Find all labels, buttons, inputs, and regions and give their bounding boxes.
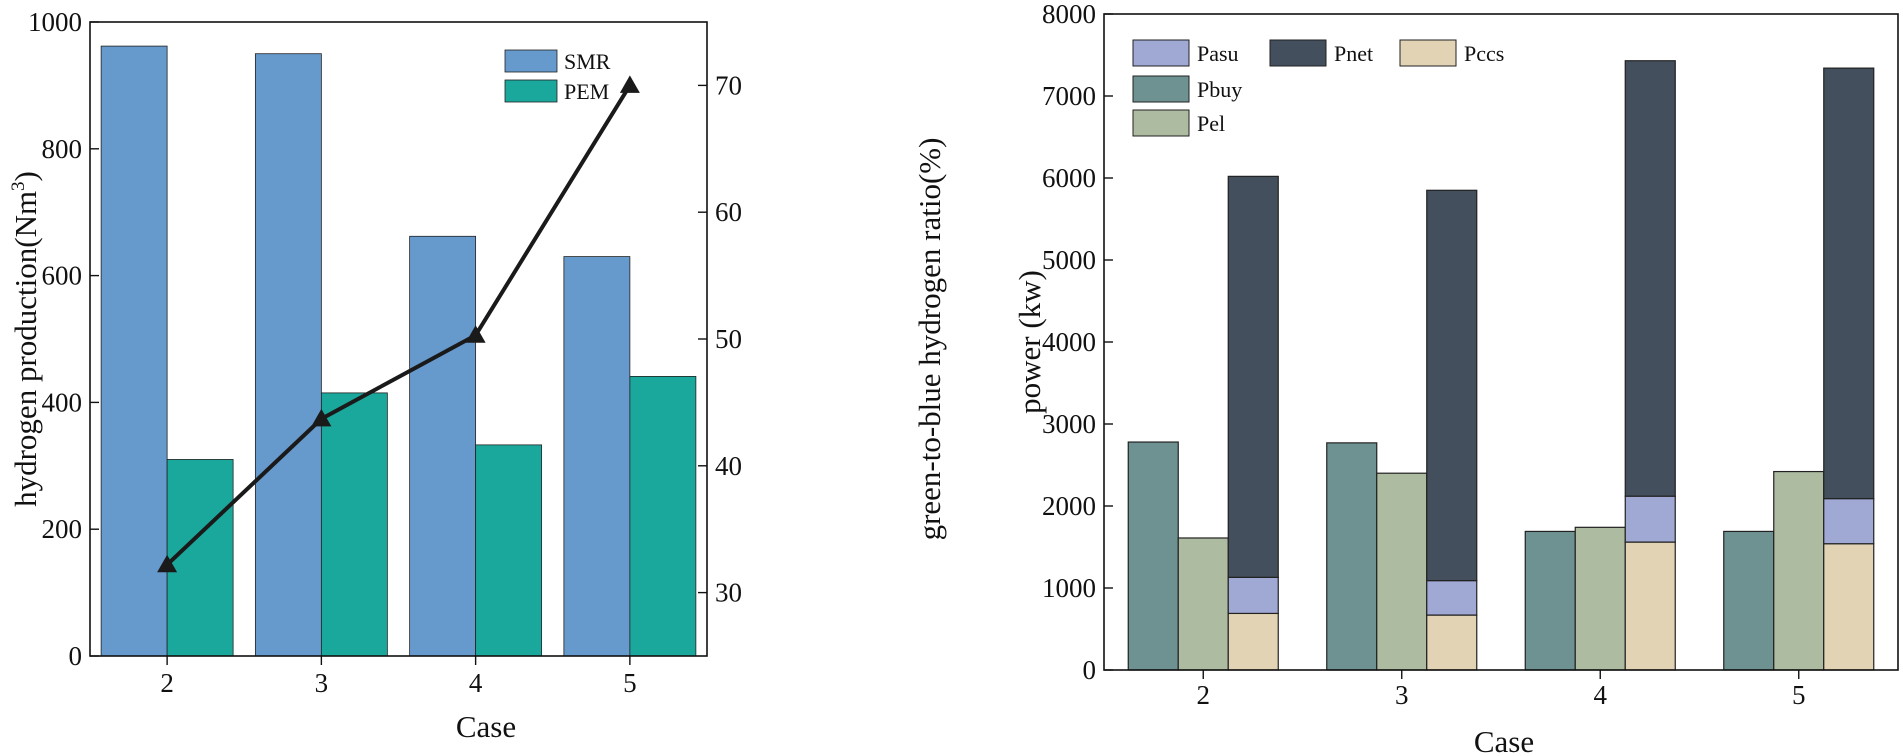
legend-swatch-pel: [1132, 109, 1190, 137]
bar-pasu-case-2: [1227, 576, 1279, 615]
chart2-legend: Pasu Pnet Pccs Pbuy Pel: [1132, 39, 1504, 137]
bar-pasu-case-5: [1823, 498, 1875, 545]
legend-label-pbuy: Pbuy: [1197, 77, 1242, 102]
power-tick-label-1000: 1000: [1042, 573, 1096, 603]
left-tick-label-1000: 1000: [28, 7, 82, 37]
bar-pccs-case-2: [1227, 612, 1279, 671]
x-tick-label-case-3: 3: [315, 668, 329, 698]
power-x-tick-label-case-3: 3: [1395, 680, 1409, 710]
power-x-tick-label-case-2: 2: [1197, 680, 1211, 710]
right-tick-label-70: 70: [715, 70, 742, 100]
legend-swatch-pnet: [1269, 39, 1327, 67]
power-tick-label-2000: 2000: [1042, 491, 1096, 521]
chart1-x-axis-label: Case: [456, 709, 516, 744]
chart1-y-axis-label-end: ): [8, 171, 43, 181]
x-tick-label-case-2: 2: [160, 668, 174, 698]
bar-smr-case-5: [563, 256, 631, 657]
power-tick-label-3000: 3000: [1042, 409, 1096, 439]
chart1-bars: [100, 45, 697, 657]
chart1-x-axis: 2 3 4 5: [160, 656, 637, 698]
right-tick-label-60: 60: [715, 197, 742, 227]
legend-swatch-pasu: [1132, 39, 1190, 67]
left-tick-label-600: 600: [42, 261, 83, 291]
bar-pasu-case-4: [1624, 495, 1676, 543]
bar-pem-case-5: [629, 376, 697, 657]
bar-pem-case-2: [166, 459, 234, 657]
bar-pccs-case-5: [1823, 543, 1875, 671]
legend-label-pnet: Pnet: [1334, 41, 1373, 66]
power-x-tick-label-case-4: 4: [1594, 680, 1608, 710]
chart-hydrogen-production: 0 200 400 600 800 1000 30 40 50 60 70 2 3 4 5 Case h…: [8, 7, 947, 744]
power-x-tick-label-case-5: 5: [1792, 680, 1806, 710]
bar-pel-case-5: [1773, 470, 1825, 671]
legend-label-pem: PEM: [564, 79, 609, 104]
x-tick-label-case-5: 5: [623, 668, 637, 698]
chart1-y2-axis-label: green-to-blue hydrogen ratio(%): [912, 138, 947, 541]
bar-pem-case-4: [475, 444, 543, 657]
power-tick-label-0: 0: [1083, 655, 1097, 685]
chart1-y-axis-label-main: hydrogen production(Nm: [8, 191, 43, 507]
bar-pbuy-case-2: [1127, 441, 1179, 671]
ratio-marker-case-3: [311, 408, 332, 427]
left-tick-label-400: 400: [42, 387, 83, 417]
power-tick-label-7000: 7000: [1042, 81, 1096, 111]
power-tick-label-6000: 6000: [1042, 163, 1096, 193]
left-tick-label-800: 800: [42, 134, 83, 164]
right-tick-label-50: 50: [715, 324, 742, 354]
bar-pbuy-case-3: [1326, 442, 1378, 671]
bar-pel-case-4: [1574, 526, 1626, 671]
bar-pel-case-2: [1177, 537, 1229, 671]
chart2-y-axis: 0 1000 2000 3000 4000 5000 6000 7000 8000: [1042, 0, 1113, 685]
legend-label-pccs: Pccs: [1464, 41, 1504, 66]
right-tick-label-40: 40: [715, 451, 742, 481]
chart1-right-axis: 30 40 50 60 70: [698, 70, 742, 608]
bar-smr-case-3: [254, 53, 322, 657]
left-tick-label-200: 200: [42, 514, 83, 544]
bar-pel-case-3: [1376, 472, 1428, 671]
chart2-x-axis-label: Case: [1474, 724, 1534, 756]
chart1-legend: SMR PEM: [504, 49, 611, 104]
bar-pasu-case-3: [1426, 580, 1478, 616]
legend-label-pasu: Pasu: [1197, 41, 1239, 66]
power-tick-label-5000: 5000: [1042, 245, 1096, 275]
legend-label-pel: Pel: [1197, 111, 1225, 136]
chart2-bars: [1127, 60, 1875, 671]
ratio-marker-case-2: [157, 554, 178, 573]
chart1-ratio-line-group: [157, 75, 640, 573]
power-tick-label-8000: 8000: [1042, 0, 1096, 29]
legend-label-smr: SMR: [564, 49, 611, 74]
chart2-x-axis: 2 3 4 5: [1197, 670, 1806, 710]
ratio-marker-case-5: [619, 75, 640, 93]
bar-pnet-case-3: [1426, 189, 1478, 582]
legend-swatch-pccs: [1399, 39, 1457, 67]
chart-power: 0 1000 2000 3000 4000 5000 6000 7000 8000 2 3 4 5 C…: [1012, 0, 1899, 756]
bar-pnet-case-2: [1227, 175, 1279, 578]
chart1-y-axis-label-sup: 3: [8, 181, 29, 191]
bar-smr-case-2: [100, 45, 168, 657]
bar-smr-case-4: [409, 235, 477, 657]
bar-pbuy-case-5: [1723, 530, 1775, 671]
chart2-y-axis-label: power (kw): [1012, 270, 1047, 414]
left-tick-label-0: 0: [69, 641, 83, 671]
bar-pccs-case-4: [1624, 541, 1676, 671]
legend-swatch-pem: [504, 79, 558, 103]
x-tick-label-case-4: 4: [469, 668, 483, 698]
bar-pbuy-case-4: [1524, 530, 1576, 671]
ratio-line: [165, 84, 632, 567]
bar-pnet-case-4: [1624, 60, 1676, 497]
right-tick-label-30: 30: [715, 578, 742, 608]
legend-swatch-pbuy: [1132, 75, 1190, 103]
chart1-left-axis: 0 200 400 600 800 1000: [28, 7, 99, 671]
power-tick-label-4000: 4000: [1042, 327, 1096, 357]
ratio-marker-case-4: [465, 325, 486, 343]
legend-swatch-smr: [504, 49, 558, 73]
bar-pccs-case-3: [1426, 614, 1478, 671]
bar-pem-case-3: [320, 392, 388, 657]
bar-pnet-case-5: [1823, 67, 1875, 500]
chart1-y-axis-label: hydrogen production(Nm3): [8, 171, 43, 507]
